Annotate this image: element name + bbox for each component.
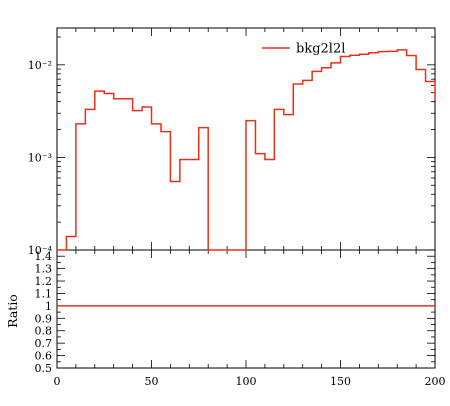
ratio-y-tick-label: 1.1 bbox=[35, 287, 53, 300]
main-y-tick-labels: 10⁻⁴ 10⁻³ 10⁻² bbox=[28, 59, 53, 257]
main-axis-ticks bbox=[56, 28, 436, 251]
ratio-y-tick-label: 0.6 bbox=[35, 350, 53, 363]
ratio-y-tick-label: 0.9 bbox=[35, 312, 53, 325]
main-y-tick-label: 10⁻³ bbox=[28, 151, 52, 164]
x-tick-label: 50 bbox=[145, 375, 159, 388]
x-tick-labels: 0 50 100 150 200 bbox=[54, 375, 446, 388]
ratio-y-tick-label: 1.4 bbox=[35, 250, 53, 263]
histogram-series-line bbox=[57, 49, 436, 251]
legend-label: bkg2l2l bbox=[296, 42, 345, 57]
ratio-y-tick-label: 1.2 bbox=[35, 275, 53, 288]
ratio-axis-ticks bbox=[56, 249, 436, 369]
ratio-y-tick-label: 1.3 bbox=[35, 263, 53, 276]
legend: bkg2l2l bbox=[262, 42, 345, 57]
x-tick-label: 150 bbox=[330, 375, 351, 388]
x-tick-label: 100 bbox=[236, 375, 257, 388]
main-y-tick-label: 10⁻⁴ bbox=[28, 244, 53, 257]
x-tick-label: 200 bbox=[425, 375, 446, 388]
ratio-y-tick-labels: 0.50.60.70.80.911.11.21.31.4 bbox=[35, 250, 53, 375]
ratio-panel-frame bbox=[56, 249, 436, 369]
ratio-y-tick-label: 0.8 bbox=[35, 325, 53, 338]
main-y-tick-label: 10⁻² bbox=[28, 59, 52, 72]
ratio-y-tick-label: 1 bbox=[45, 300, 52, 313]
ratio-axis-label: Ratio bbox=[5, 294, 20, 328]
x-tick-label: 0 bbox=[54, 375, 61, 388]
ratio-y-tick-label: 0.7 bbox=[35, 337, 53, 350]
ratio-y-tick-label: 0.5 bbox=[35, 362, 53, 375]
